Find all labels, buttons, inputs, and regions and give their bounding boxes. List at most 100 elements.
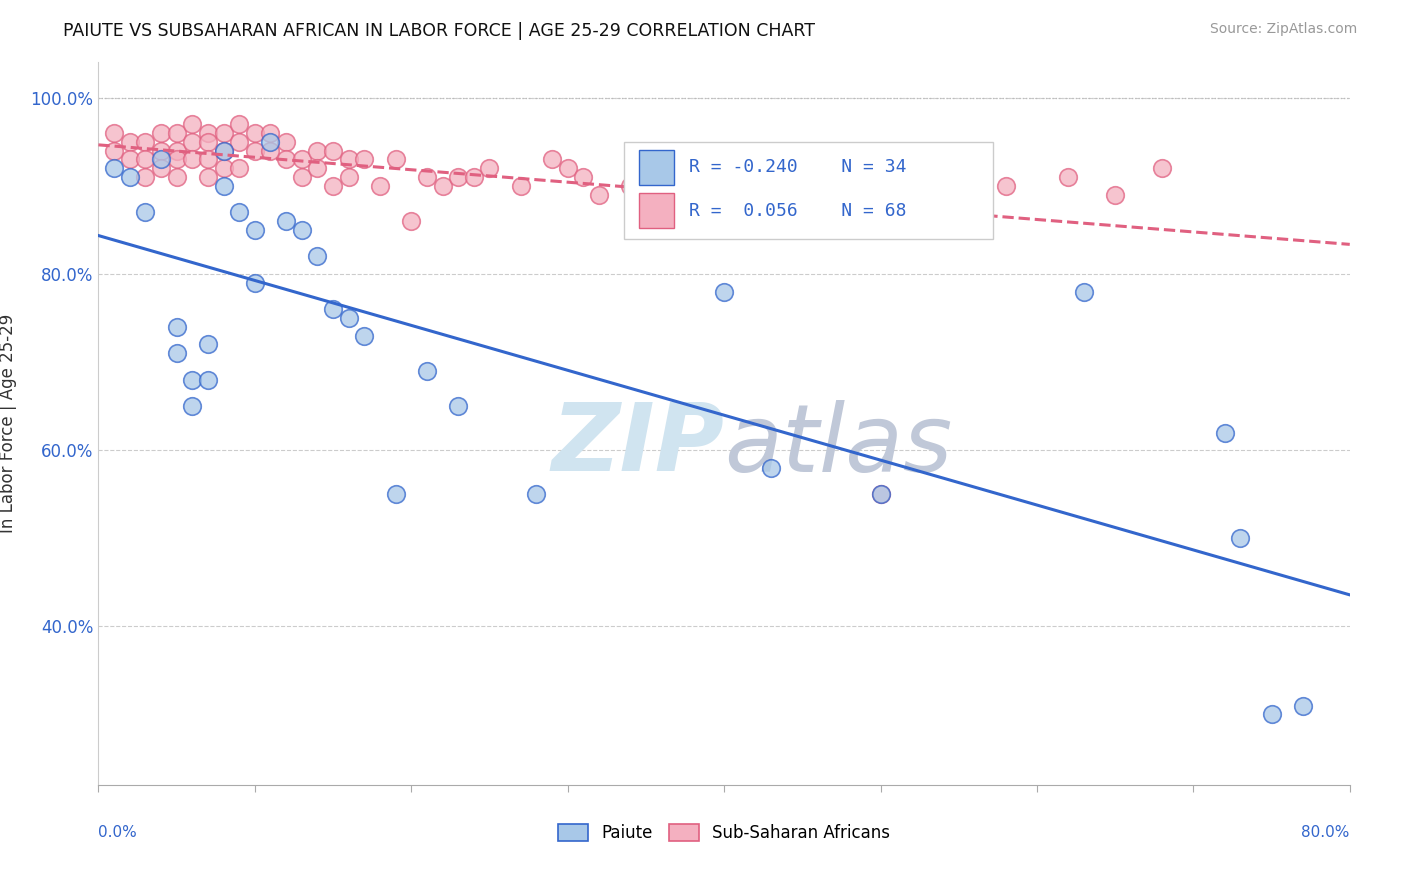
Sub-Saharan Africans: [682, 169, 704, 184]
Sub-Saharan Africans: [243, 144, 266, 158]
FancyBboxPatch shape: [638, 150, 673, 185]
Paiute: [1073, 285, 1095, 299]
Sub-Saharan Africans: [932, 178, 955, 193]
Paiute: [150, 153, 173, 167]
Sub-Saharan Africans: [166, 144, 188, 158]
Paiute: [212, 144, 235, 158]
Sub-Saharan Africans: [463, 169, 485, 184]
Sub-Saharan Africans: [307, 144, 329, 158]
Sub-Saharan Africans: [197, 135, 219, 149]
Paiute: [166, 319, 188, 334]
Paiute: [526, 487, 548, 501]
Text: Source: ZipAtlas.com: Source: ZipAtlas.com: [1209, 22, 1357, 37]
Paiute: [337, 310, 360, 325]
Sub-Saharan Africans: [650, 178, 672, 193]
Sub-Saharan Africans: [181, 117, 204, 131]
Sub-Saharan Africans: [322, 144, 344, 158]
Sub-Saharan Africans: [150, 144, 173, 158]
Paiute: [274, 214, 298, 228]
Paiute: [259, 135, 281, 149]
Sub-Saharan Africans: [134, 169, 156, 184]
Sub-Saharan Africans: [134, 135, 156, 149]
Sub-Saharan Africans: [1104, 187, 1126, 202]
Paiute: [1260, 707, 1282, 722]
FancyBboxPatch shape: [624, 142, 993, 239]
Paiute: [212, 178, 235, 193]
Text: R = -0.240    N = 34: R = -0.240 N = 34: [689, 158, 907, 177]
Sub-Saharan Africans: [744, 187, 766, 202]
Paiute: [181, 399, 204, 413]
Sub-Saharan Africans: [1152, 161, 1174, 176]
Paiute: [197, 337, 219, 351]
Paiute: [759, 460, 782, 475]
Sub-Saharan Africans: [337, 169, 360, 184]
Sub-Saharan Africans: [557, 161, 579, 176]
Sub-Saharan Africans: [274, 135, 298, 149]
Paiute: [166, 346, 188, 360]
Sub-Saharan Africans: [291, 153, 314, 167]
Sub-Saharan Africans: [212, 161, 235, 176]
Text: 0.0%: 0.0%: [98, 825, 138, 839]
Sub-Saharan Africans: [368, 178, 391, 193]
Sub-Saharan Africans: [103, 144, 125, 158]
Paiute: [307, 249, 329, 263]
Sub-Saharan Africans: [259, 126, 281, 140]
Sub-Saharan Africans: [228, 161, 250, 176]
Sub-Saharan Africans: [181, 135, 204, 149]
Sub-Saharan Africans: [572, 169, 595, 184]
Paiute: [1229, 531, 1251, 545]
Sub-Saharan Africans: [166, 153, 188, 167]
Paiute: [1213, 425, 1236, 440]
Paiute: [1292, 698, 1315, 713]
Text: PAIUTE VS SUBSAHARAN AFRICAN IN LABOR FORCE | AGE 25-29 CORRELATION CHART: PAIUTE VS SUBSAHARAN AFRICAN IN LABOR FO…: [63, 22, 815, 40]
Paiute: [243, 276, 266, 290]
Paiute: [353, 328, 375, 343]
Sub-Saharan Africans: [588, 187, 610, 202]
Paiute: [197, 373, 219, 387]
Paiute: [322, 302, 344, 317]
Sub-Saharan Africans: [103, 126, 125, 140]
Sub-Saharan Africans: [994, 178, 1017, 193]
Paiute: [291, 223, 314, 237]
Sub-Saharan Africans: [322, 178, 344, 193]
Sub-Saharan Africans: [447, 169, 470, 184]
FancyBboxPatch shape: [638, 194, 673, 227]
Sub-Saharan Africans: [541, 153, 564, 167]
Sub-Saharan Africans: [776, 178, 799, 193]
Sub-Saharan Africans: [197, 153, 219, 167]
Sub-Saharan Africans: [228, 135, 250, 149]
Sub-Saharan Africans: [150, 161, 173, 176]
Paiute: [447, 399, 470, 413]
Paiute: [118, 169, 141, 184]
Sub-Saharan Africans: [166, 169, 188, 184]
Sub-Saharan Africans: [150, 126, 173, 140]
Sub-Saharan Africans: [337, 153, 360, 167]
Sub-Saharan Africans: [869, 487, 891, 501]
Sub-Saharan Africans: [197, 126, 219, 140]
Sub-Saharan Africans: [838, 196, 860, 211]
Sub-Saharan Africans: [1057, 169, 1080, 184]
Sub-Saharan Africans: [118, 153, 141, 167]
Sub-Saharan Africans: [478, 161, 501, 176]
Text: R =  0.056    N = 68: R = 0.056 N = 68: [689, 202, 907, 219]
Sub-Saharan Africans: [401, 214, 423, 228]
Paiute: [869, 487, 891, 501]
Sub-Saharan Africans: [134, 153, 156, 167]
Legend: Paiute, Sub-Saharan Africans: Paiute, Sub-Saharan Africans: [551, 817, 897, 849]
Paiute: [134, 205, 156, 219]
Paiute: [416, 364, 439, 378]
Sub-Saharan Africans: [197, 169, 219, 184]
Paiute: [228, 205, 250, 219]
Sub-Saharan Africans: [416, 169, 439, 184]
Sub-Saharan Africans: [619, 178, 641, 193]
Sub-Saharan Africans: [713, 178, 735, 193]
Sub-Saharan Africans: [432, 178, 454, 193]
Paiute: [713, 285, 735, 299]
Sub-Saharan Africans: [118, 135, 141, 149]
Sub-Saharan Africans: [353, 153, 375, 167]
Paiute: [181, 373, 204, 387]
Sub-Saharan Africans: [228, 117, 250, 131]
Text: ZIP: ZIP: [551, 400, 724, 491]
Sub-Saharan Africans: [181, 153, 204, 167]
Text: atlas: atlas: [724, 400, 952, 491]
